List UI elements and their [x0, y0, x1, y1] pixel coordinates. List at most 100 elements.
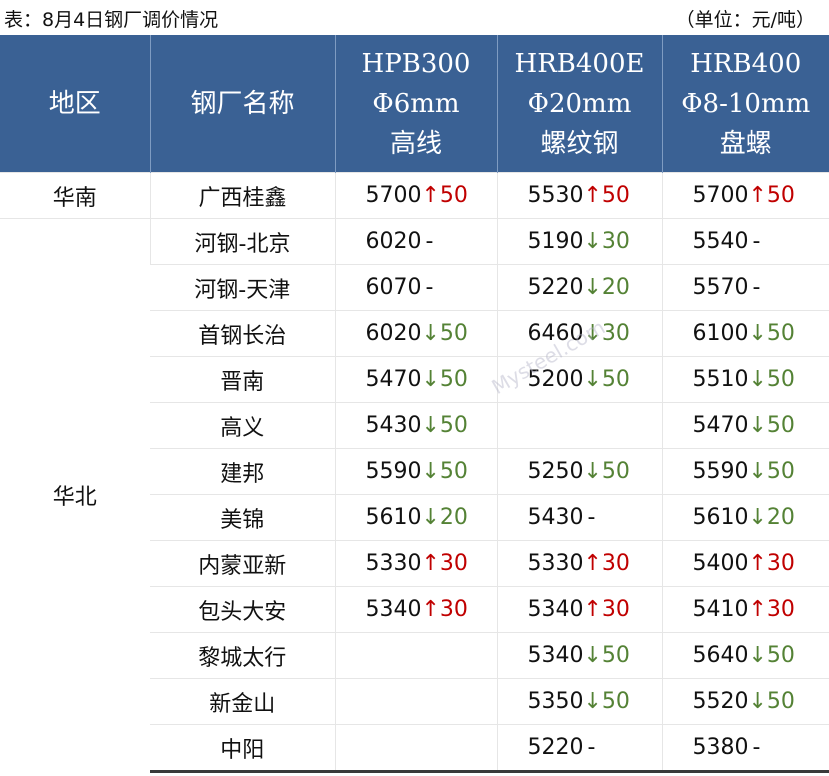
mill-name-cell: 黎城太行: [150, 632, 335, 679]
header-row: 地区 钢厂名称 HPB300 Φ6mm 高线 HRB400E Φ20mm 螺纹钢 HRB…: [0, 35, 829, 173]
price-change: ↓50: [748, 643, 795, 668]
price-cell: [334, 724, 497, 773]
mill-name-cell: 美锦: [150, 494, 335, 541]
price-change: ↑50: [748, 183, 795, 208]
price-cell: 5400↑30: [661, 540, 829, 587]
price-change: ↓50: [748, 413, 795, 438]
table-row: 华南 广西桂鑫 5700↑50 5530↑50 5700↑50: [0, 172, 829, 219]
price-change: -: [587, 735, 596, 760]
price-value: 6070: [365, 275, 422, 300]
price-change: ↓50: [421, 321, 468, 346]
price-change: ↓20: [748, 505, 795, 530]
mill-name-cell: 建邦: [150, 448, 335, 495]
price-cell: 5700↑50: [334, 172, 497, 219]
price-change: -: [752, 229, 761, 254]
price-cell: 6070-: [334, 264, 497, 311]
price-cell: 5340↑30: [334, 586, 497, 633]
price-value: 5250: [527, 459, 584, 484]
price-value: 5610: [365, 505, 422, 530]
table-row: 高义 5430 ↓50 5470↓50: [0, 402, 829, 449]
price-value: 5640: [692, 643, 749, 668]
mill-name-cell: 首钢长治: [150, 310, 335, 357]
price-change: ↓20: [583, 275, 630, 300]
table-row: 晋南 5470↓50 5200↓50 5510↓50: [0, 356, 829, 403]
mill-name-cell: 包头大安: [150, 586, 335, 633]
price-change: ↑30: [748, 597, 795, 622]
price-change: ↑30: [421, 551, 468, 576]
price-change: -: [425, 229, 434, 254]
price-cell: 5200↓50: [496, 356, 662, 403]
unit-label: （单位：元/吨）: [675, 9, 815, 31]
price-value: 6020: [365, 229, 422, 254]
header-region: 地区: [0, 35, 150, 173]
mill-name-cell: 内蒙亚新: [150, 540, 335, 587]
price-cell: 5530↑50: [496, 172, 662, 219]
price-cell: 5590↓50: [334, 448, 497, 495]
header-hrb400: HRB400 Φ8-10mm 盘螺: [661, 35, 829, 173]
mill-name-cell: 高义: [150, 402, 335, 449]
price-value: 5380: [692, 735, 749, 760]
price-value: 5470: [692, 413, 749, 438]
table-row: 建邦 5590↓50 5250↓50 5590↓50: [0, 448, 829, 495]
price-cell: 5330↑30: [334, 540, 497, 587]
table-row: 内蒙亚新 5330↑30 5330↑30 5400↑30: [0, 540, 829, 587]
price-value: 6100: [692, 321, 749, 346]
price-cell: 5510↓50: [661, 356, 829, 403]
price-value: 5510: [692, 367, 749, 392]
price-value: 5430: [365, 413, 422, 438]
price-change: ↓50: [748, 459, 795, 484]
price-cell: 5410↑30: [661, 586, 829, 633]
table-row: 包头大安 5340↑30 5340↑30 5410↑30: [0, 586, 829, 633]
price-cell: 5640↓50: [661, 632, 829, 679]
price-cell: 5340↑30: [496, 586, 662, 633]
price-cell: 5250↓50: [496, 448, 662, 495]
header-hpb300: HPB300 Φ6mm 高线: [334, 35, 497, 173]
price-value: 5700: [365, 183, 422, 208]
price-table: 地区 钢厂名称 HPB300 Φ6mm 高线 HRB400E Φ20mm 螺纹钢 HRB…: [0, 35, 829, 773]
price-change: ↑50: [421, 183, 468, 208]
price-change: ↓30: [583, 229, 630, 254]
price-value: 5520: [692, 689, 749, 714]
price-value: 5330: [365, 551, 422, 576]
price-value: 6460: [527, 321, 584, 346]
price-value: 5330: [527, 551, 584, 576]
price-change: ↓50: [421, 459, 468, 484]
price-cell: [496, 402, 662, 449]
price-value: 5340: [527, 597, 584, 622]
price-value: 5570: [692, 275, 749, 300]
price-change: ↑50: [583, 183, 630, 208]
table-row: 河钢-天津 6070-5220↓20 5570-: [0, 264, 829, 311]
header-mill: 钢厂名称: [149, 35, 335, 173]
table-row: 首钢长治 6020↓50 6460↓30 6100↓50: [0, 310, 829, 357]
price-change: -: [752, 735, 761, 760]
table-row: 美锦 5610↓20 5430-5610↓20: [0, 494, 829, 541]
price-cell: 5570-: [661, 264, 829, 311]
price-cell: 5470↓50: [661, 402, 829, 449]
price-change: ↓50: [748, 689, 795, 714]
table-title: 表：8月4日钢厂调价情况: [4, 9, 219, 31]
price-value: 5340: [365, 597, 422, 622]
price-change: ↓50: [421, 367, 468, 392]
price-value: 5530: [527, 183, 584, 208]
price-cell: 5220↓20: [496, 264, 662, 311]
price-change: ↓50: [748, 367, 795, 392]
price-change: -: [752, 275, 761, 300]
price-value: 5590: [365, 459, 422, 484]
price-value: 5200: [527, 367, 584, 392]
price-change: ↓50: [583, 689, 630, 714]
price-value: 5220: [527, 275, 584, 300]
price-value: 5220: [527, 735, 584, 760]
price-cell: 5350↓50: [496, 678, 662, 725]
price-value: 6020: [365, 321, 422, 346]
mill-name-cell: 新金山: [150, 678, 335, 725]
region-cell: 华北: [0, 218, 150, 772]
price-value: 5190: [527, 229, 584, 254]
price-cell: 5610↓20: [661, 494, 829, 541]
price-change: ↓50: [748, 321, 795, 346]
price-change: ↑30: [583, 597, 630, 622]
table-row: 新金山 5350↓50 5520↓50: [0, 678, 829, 725]
price-change: ↓50: [583, 459, 630, 484]
price-value: 5430: [527, 505, 584, 530]
price-cell: 5190↓30: [496, 218, 662, 265]
price-cell: 6460↓30: [496, 310, 662, 357]
